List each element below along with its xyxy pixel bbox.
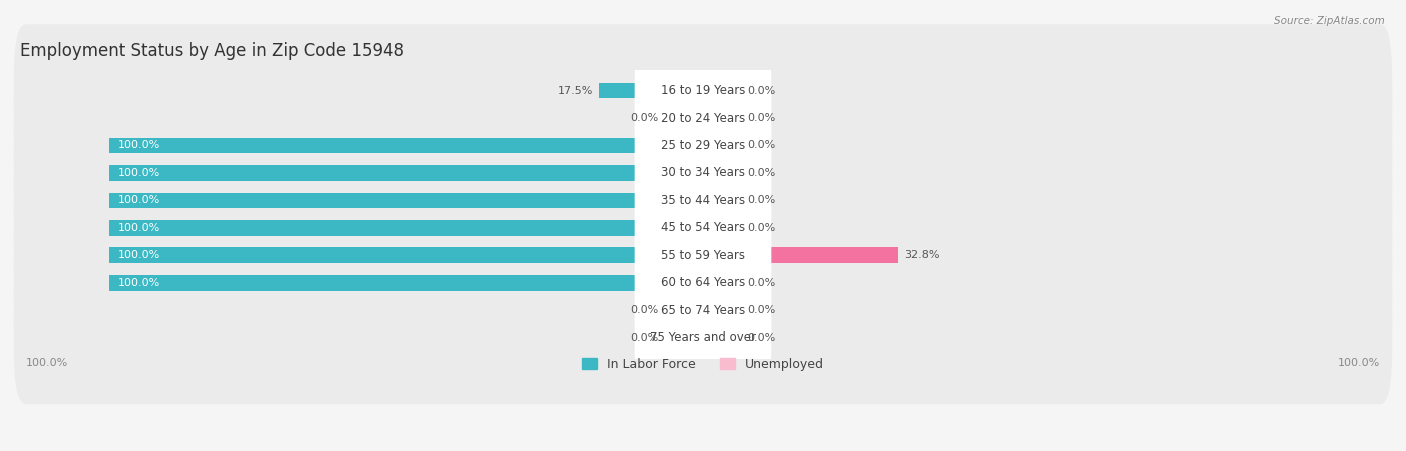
FancyBboxPatch shape bbox=[14, 107, 1392, 239]
Text: 35 to 44 Years: 35 to 44 Years bbox=[661, 194, 745, 207]
Bar bbox=[703, 275, 741, 291]
Bar bbox=[703, 165, 741, 181]
Text: Source: ZipAtlas.com: Source: ZipAtlas.com bbox=[1274, 16, 1385, 26]
Bar bbox=[703, 248, 898, 263]
FancyBboxPatch shape bbox=[14, 272, 1392, 404]
FancyBboxPatch shape bbox=[634, 96, 772, 195]
Bar bbox=[108, 220, 703, 236]
FancyBboxPatch shape bbox=[634, 178, 772, 278]
FancyBboxPatch shape bbox=[14, 79, 1392, 212]
FancyBboxPatch shape bbox=[634, 68, 772, 168]
Bar bbox=[108, 165, 703, 181]
Bar bbox=[665, 330, 703, 346]
Bar bbox=[665, 303, 703, 318]
Bar bbox=[108, 193, 703, 208]
Bar bbox=[703, 330, 741, 346]
Text: Employment Status by Age in Zip Code 15948: Employment Status by Age in Zip Code 159… bbox=[20, 42, 404, 60]
Text: 65 to 74 Years: 65 to 74 Years bbox=[661, 304, 745, 317]
FancyBboxPatch shape bbox=[634, 261, 772, 360]
FancyBboxPatch shape bbox=[634, 151, 772, 250]
Bar bbox=[703, 220, 741, 236]
Bar bbox=[108, 138, 703, 153]
FancyBboxPatch shape bbox=[634, 206, 772, 305]
Text: 20 to 24 Years: 20 to 24 Years bbox=[661, 111, 745, 124]
Bar bbox=[703, 110, 741, 126]
Text: 100.0%: 100.0% bbox=[1339, 358, 1381, 368]
Bar bbox=[599, 83, 703, 98]
Text: 25 to 29 Years: 25 to 29 Years bbox=[661, 139, 745, 152]
Text: 100.0%: 100.0% bbox=[118, 168, 160, 178]
Text: 100.0%: 100.0% bbox=[25, 358, 67, 368]
FancyBboxPatch shape bbox=[14, 216, 1392, 349]
Text: 100.0%: 100.0% bbox=[118, 195, 160, 206]
FancyBboxPatch shape bbox=[634, 233, 772, 333]
Text: 0.0%: 0.0% bbox=[748, 223, 776, 233]
Text: 100.0%: 100.0% bbox=[118, 278, 160, 288]
Text: 100.0%: 100.0% bbox=[118, 141, 160, 151]
Text: 0.0%: 0.0% bbox=[630, 333, 658, 343]
FancyBboxPatch shape bbox=[634, 41, 772, 140]
Text: 0.0%: 0.0% bbox=[630, 113, 658, 123]
Text: 60 to 64 Years: 60 to 64 Years bbox=[661, 276, 745, 290]
FancyBboxPatch shape bbox=[634, 123, 772, 223]
Text: 45 to 54 Years: 45 to 54 Years bbox=[661, 221, 745, 235]
FancyBboxPatch shape bbox=[14, 52, 1392, 184]
Legend: In Labor Force, Unemployed: In Labor Force, Unemployed bbox=[576, 353, 830, 376]
Text: 55 to 59 Years: 55 to 59 Years bbox=[661, 249, 745, 262]
Text: 0.0%: 0.0% bbox=[748, 305, 776, 315]
Text: 16 to 19 Years: 16 to 19 Years bbox=[661, 84, 745, 97]
Bar bbox=[108, 248, 703, 263]
Bar bbox=[703, 193, 741, 208]
Text: 0.0%: 0.0% bbox=[630, 305, 658, 315]
Bar bbox=[703, 303, 741, 318]
Text: 0.0%: 0.0% bbox=[748, 333, 776, 343]
FancyBboxPatch shape bbox=[14, 189, 1392, 322]
FancyBboxPatch shape bbox=[14, 244, 1392, 377]
Text: 75 Years and over: 75 Years and over bbox=[650, 331, 756, 345]
Bar bbox=[703, 138, 741, 153]
Text: 17.5%: 17.5% bbox=[558, 86, 593, 96]
Text: 0.0%: 0.0% bbox=[748, 195, 776, 206]
Text: 0.0%: 0.0% bbox=[748, 86, 776, 96]
FancyBboxPatch shape bbox=[14, 162, 1392, 294]
Text: 0.0%: 0.0% bbox=[748, 141, 776, 151]
Text: 32.8%: 32.8% bbox=[904, 250, 939, 261]
Text: 0.0%: 0.0% bbox=[748, 278, 776, 288]
Text: 0.0%: 0.0% bbox=[748, 113, 776, 123]
FancyBboxPatch shape bbox=[14, 24, 1392, 157]
Text: 30 to 34 Years: 30 to 34 Years bbox=[661, 166, 745, 179]
FancyBboxPatch shape bbox=[14, 134, 1392, 267]
Text: 100.0%: 100.0% bbox=[118, 223, 160, 233]
Bar bbox=[108, 275, 703, 291]
Bar bbox=[703, 83, 741, 98]
Bar bbox=[665, 110, 703, 126]
Text: 0.0%: 0.0% bbox=[748, 168, 776, 178]
FancyBboxPatch shape bbox=[634, 288, 772, 388]
Text: 100.0%: 100.0% bbox=[118, 250, 160, 261]
